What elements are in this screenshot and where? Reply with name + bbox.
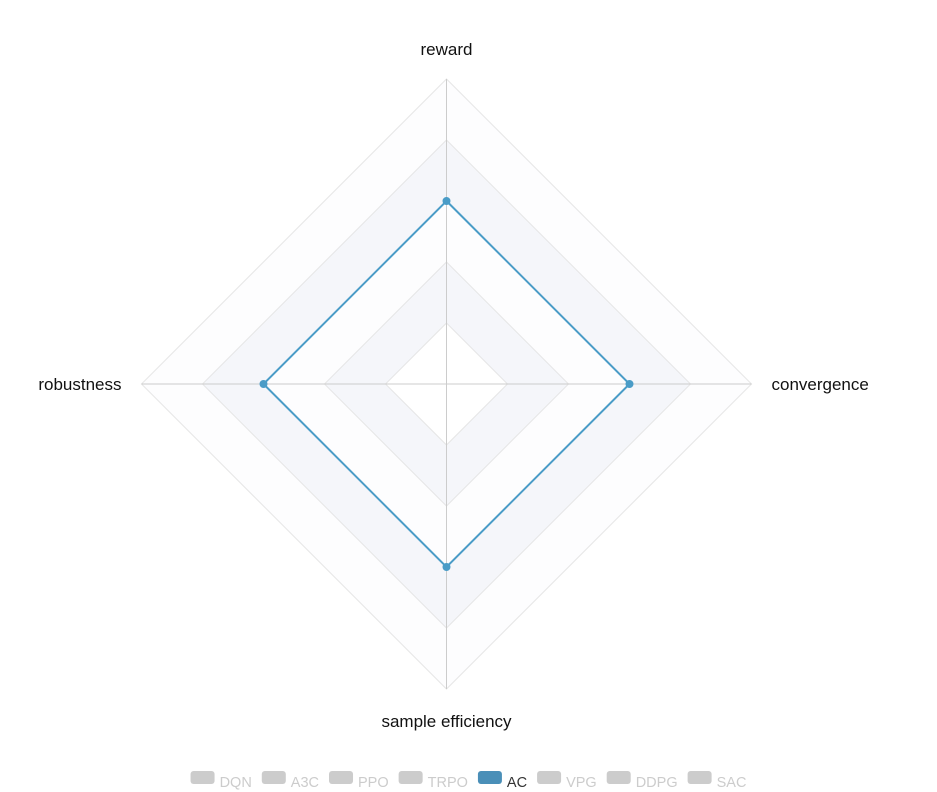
radar-series-layer <box>259 197 634 571</box>
legend-label: TRPO <box>428 775 468 791</box>
legend-label: DQN <box>220 775 252 791</box>
legend-swatch <box>687 771 712 784</box>
axis-label-sample-efficiency: sample efficiency <box>381 712 512 731</box>
legend-swatch <box>329 771 354 784</box>
legend-label: SAC <box>717 775 747 791</box>
legend-item-VPG[interactable]: VPG <box>537 771 597 791</box>
legend-item-DQN[interactable]: DQN <box>190 771 252 791</box>
radar-axis-labels: reward convergence sample efficiency robust… <box>38 40 869 731</box>
axis-label-convergence: convergence <box>772 375 869 394</box>
data-point-AC <box>442 197 451 205</box>
legend-swatch <box>606 771 631 784</box>
axis-label-robustness: robustness <box>38 375 121 394</box>
legend-swatch <box>190 771 215 784</box>
legend-swatch <box>537 771 562 784</box>
legend-item-AC[interactable]: AC <box>477 771 527 791</box>
legend-item-PPO[interactable]: PPO <box>329 771 389 791</box>
legend-label: VPG <box>566 775 597 791</box>
legend-label: AC <box>507 775 527 791</box>
axis-label-reward: reward <box>421 40 473 59</box>
legend-label: PPO <box>358 775 389 791</box>
legend-swatch <box>477 771 502 784</box>
legend-item-A3C[interactable]: A3C <box>261 771 319 791</box>
legend: DQN A3C PPO TRPO AC VPG DDPG SAC <box>190 771 747 791</box>
legend-item-DDPG[interactable]: DDPG <box>606 771 678 791</box>
legend-item-TRPO[interactable]: TRPO <box>398 771 468 791</box>
legend-item-SAC[interactable]: SAC <box>687 771 747 791</box>
legend-label: DDPG <box>636 775 678 791</box>
legend-swatch <box>398 771 423 784</box>
data-point-AC <box>259 380 268 388</box>
data-point-AC <box>442 563 451 571</box>
data-point-AC <box>625 380 634 388</box>
legend-label: A3C <box>291 775 319 791</box>
radar-axis-lines <box>141 79 752 689</box>
legend-swatch <box>261 771 286 784</box>
